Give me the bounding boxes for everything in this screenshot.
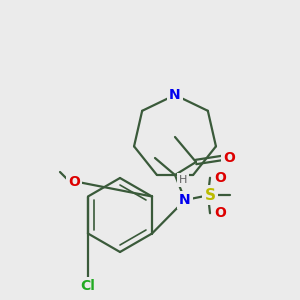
Text: O: O	[214, 171, 226, 185]
Text: H: H	[179, 175, 187, 185]
Text: N: N	[169, 88, 181, 102]
Text: N: N	[179, 193, 191, 207]
Text: Cl: Cl	[80, 279, 95, 293]
Text: O: O	[68, 175, 80, 189]
Text: O: O	[223, 151, 235, 165]
Text: O: O	[214, 206, 226, 220]
Text: S: S	[205, 188, 215, 202]
